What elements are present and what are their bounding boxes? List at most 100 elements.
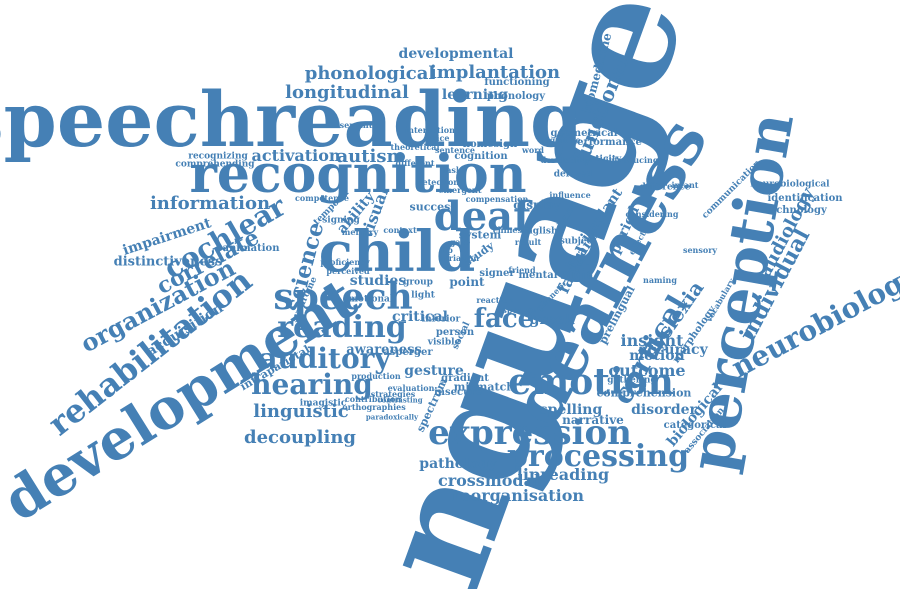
- word-71: neurobiological: [750, 179, 830, 190]
- word-35: insight: [620, 331, 684, 350]
- word-28: longitudinal: [285, 82, 409, 103]
- word-136: infant: [671, 180, 699, 190]
- word-77: success: [409, 200, 457, 214]
- word-103: recognizing: [188, 151, 248, 162]
- word-10: emotion: [508, 361, 674, 403]
- word-116: gathering: [607, 375, 657, 386]
- word-81: signer: [479, 268, 515, 279]
- word-137: proficiency: [320, 257, 370, 267]
- word-29: autism: [336, 146, 406, 167]
- word-113: group: [403, 277, 433, 288]
- word-57: critical: [392, 309, 448, 325]
- word-102: comprehending: [175, 159, 255, 170]
- word-101: animation: [222, 243, 280, 254]
- word-27: phonological: [304, 63, 436, 84]
- word-93: cognition: [454, 151, 508, 162]
- word-142: reaction: [476, 295, 514, 305]
- word-115: imagistic: [299, 398, 347, 409]
- word-123: developing: [540, 155, 590, 165]
- word-122: introducing: [605, 155, 659, 165]
- word-64: gesture: [404, 363, 464, 379]
- word-97: plasticity: [574, 154, 622, 165]
- word-119: different: [395, 158, 435, 168]
- word-133: context: [383, 225, 417, 235]
- word-76: display: [513, 198, 561, 212]
- word-52: distinctiveness: [113, 254, 223, 270]
- word-63: sign: [560, 267, 594, 283]
- word-110: inferior: [421, 314, 461, 325]
- word-124: strategies: [370, 389, 416, 399]
- word-58: greek: [529, 312, 575, 328]
- word-40: decoupling: [243, 427, 357, 448]
- word-42: reorganisation: [451, 486, 585, 505]
- word-47: disorder: [631, 402, 697, 418]
- word-109: english: [520, 226, 558, 237]
- word-65: mismatch: [453, 380, 515, 394]
- word-146: interaction: [405, 125, 455, 135]
- word-140: detection: [416, 177, 460, 187]
- word-144: naming: [643, 275, 677, 285]
- word-92: homesign: [462, 139, 518, 150]
- word-83: gradient: [441, 373, 489, 384]
- word-91: phonology: [486, 91, 546, 102]
- word-125: result: [514, 237, 542, 247]
- word-75: point: [449, 275, 485, 289]
- word-37: accuracy: [638, 342, 708, 358]
- word-148: sensory: [682, 245, 718, 255]
- word-82: mental: [518, 270, 558, 281]
- word-30: activation: [251, 146, 341, 165]
- word-70: technology: [765, 205, 827, 216]
- word-38: outcome: [608, 361, 686, 380]
- word-105: evaluation: [387, 383, 435, 393]
- word-145: semantic: [339, 120, 381, 130]
- word-118: theoretical: [390, 142, 440, 152]
- word-7: deaf: [433, 193, 531, 240]
- word-85: asperger: [383, 347, 433, 358]
- word-152: word: [521, 145, 545, 155]
- word-127: paradoxically: [365, 412, 419, 422]
- word-108: production: [351, 371, 401, 381]
- word-2: recognition: [189, 144, 527, 205]
- word-68: comprehension: [596, 386, 692, 400]
- word-96: delayed: [553, 169, 593, 180]
- word-49: categorical: [663, 420, 727, 431]
- word-89: visible: [427, 337, 461, 348]
- word-154: task: [442, 165, 462, 175]
- word-141: compensation: [465, 194, 529, 204]
- word-138: perceived: [326, 266, 370, 276]
- word-36: motion: [629, 348, 685, 364]
- word-16: hearing: [251, 368, 373, 401]
- word-117: subject: [559, 236, 597, 247]
- word-1: speechreading: [0, 75, 584, 164]
- word-39: linguistic: [253, 401, 349, 422]
- word-41: crossmodal: [437, 471, 541, 490]
- word-121: considering: [625, 209, 679, 219]
- word-26: implantation: [429, 62, 561, 83]
- word-8: speech: [273, 276, 413, 318]
- word-25: information: [149, 193, 271, 214]
- word-17: face: [473, 304, 535, 334]
- word-98: difference: [639, 182, 691, 193]
- word-69: identification: [767, 193, 843, 204]
- word-90: functioning: [484, 77, 550, 88]
- word-150: gaze: [449, 237, 471, 247]
- word-87: person: [435, 327, 475, 338]
- word-44: pathology: [419, 456, 497, 472]
- word-132: contrasting: [377, 395, 423, 405]
- word-9: reading: [277, 310, 407, 345]
- word-151: lip: [441, 245, 453, 255]
- word-66: awareness: [346, 342, 422, 358]
- word-74: emotional: [342, 294, 394, 305]
- word-94: geometrical: [550, 128, 618, 139]
- word-11: expression: [428, 413, 632, 453]
- word-56: studies: [349, 273, 407, 289]
- word-131: chinese: [492, 225, 528, 235]
- word-147: cognitive: [539, 135, 581, 145]
- word-31: developmental: [398, 46, 514, 62]
- word-106: contribution: [344, 394, 402, 404]
- word-46: spelling: [539, 402, 603, 418]
- word-139: variation: [438, 253, 480, 263]
- word-155: voice: [426, 133, 450, 143]
- word-134: emergent: [438, 185, 482, 195]
- word-112: signing: [322, 215, 360, 226]
